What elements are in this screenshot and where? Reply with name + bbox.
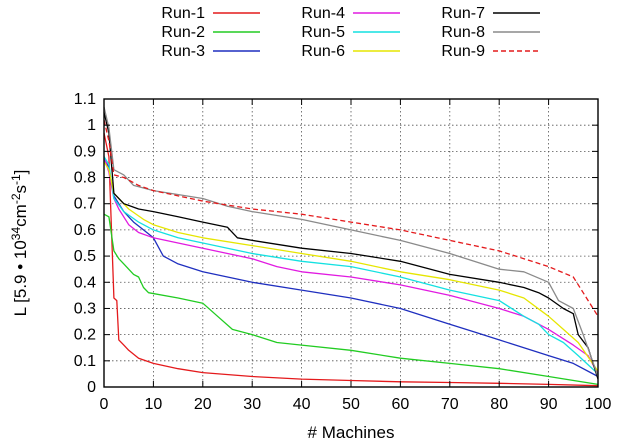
y-tick-label: 0.7 [74, 196, 96, 213]
legend-label: Run-2 [161, 24, 205, 41]
series-line-run-8 [103, 106, 599, 377]
x-tick-label: 40 [293, 396, 311, 413]
y-axis-label-superscript: 34 [9, 227, 23, 241]
legend-label: Run-3 [161, 43, 205, 60]
y-tick-label: 0 [87, 379, 96, 396]
grid [104, 99, 598, 387]
y-axis-label-text: cm [11, 204, 30, 227]
y-axis-label-superscript: -2 [9, 193, 23, 204]
y-tick-label: 0.8 [74, 170, 96, 187]
y-tick-label: 0.6 [74, 222, 96, 239]
legend: Run-1 Run-2 Run-3 Run-4 Run-5 Run-6 Run-7 Run-8… [161, 5, 540, 60]
x-tick-label: 10 [145, 396, 163, 413]
legend-label: Run-7 [441, 5, 485, 22]
legend-label: Run-6 [301, 43, 345, 60]
legend-label: Run-4 [301, 5, 345, 22]
legend-label: Run-5 [301, 24, 345, 41]
axis-ticks: 0 10 20 30 40 50 60 70 80 90 100 0 0.1 0.2 0.3 0.4 0.5 0.… [74, 91, 612, 413]
legend-label: Run-9 [441, 43, 485, 60]
x-tick-label: 80 [490, 396, 508, 413]
x-tick-label: 70 [441, 396, 459, 413]
legend-label: Run-1 [161, 5, 205, 22]
y-tick-label: 0.5 [74, 248, 96, 265]
x-tick-label: 0 [100, 396, 109, 413]
x-tick-label: 100 [585, 396, 612, 413]
y-axis-label-superscript: -1 [9, 174, 23, 185]
series-line-run-7 [103, 111, 599, 380]
x-tick-label: 60 [392, 396, 410, 413]
x-tick-label: 20 [194, 396, 212, 413]
y-tick-label: 0.2 [74, 327, 96, 344]
x-tick-label: 90 [540, 396, 558, 413]
x-tick-label: 30 [243, 396, 261, 413]
y-axis-label-text: L [5.9 • 10 [11, 240, 30, 316]
series-line-run-9 [103, 119, 599, 317]
legend-label: Run-8 [441, 24, 485, 41]
series-line-run-4 [103, 156, 599, 375]
y-tick-label: 1 [87, 117, 96, 134]
y-axis-label: L [5.9 • 1034cm-2s-1] [9, 170, 30, 317]
x-tick-label: 50 [342, 396, 360, 413]
series-line-run-2 [103, 213, 599, 386]
y-tick-label: 1.1 [74, 91, 96, 108]
y-axis-label-text: s [11, 185, 30, 194]
y-tick-label: 0.9 [74, 143, 96, 160]
y-axis-label-text: ] [11, 170, 30, 175]
series-line-run-5 [103, 156, 599, 375]
y-tick-label: 0.4 [74, 274, 96, 291]
x-axis-label: # Machines [308, 423, 395, 442]
y-tick-label: 0.1 [74, 353, 96, 370]
y-tick-label: 0.3 [74, 300, 96, 317]
series-lines [103, 106, 599, 387]
